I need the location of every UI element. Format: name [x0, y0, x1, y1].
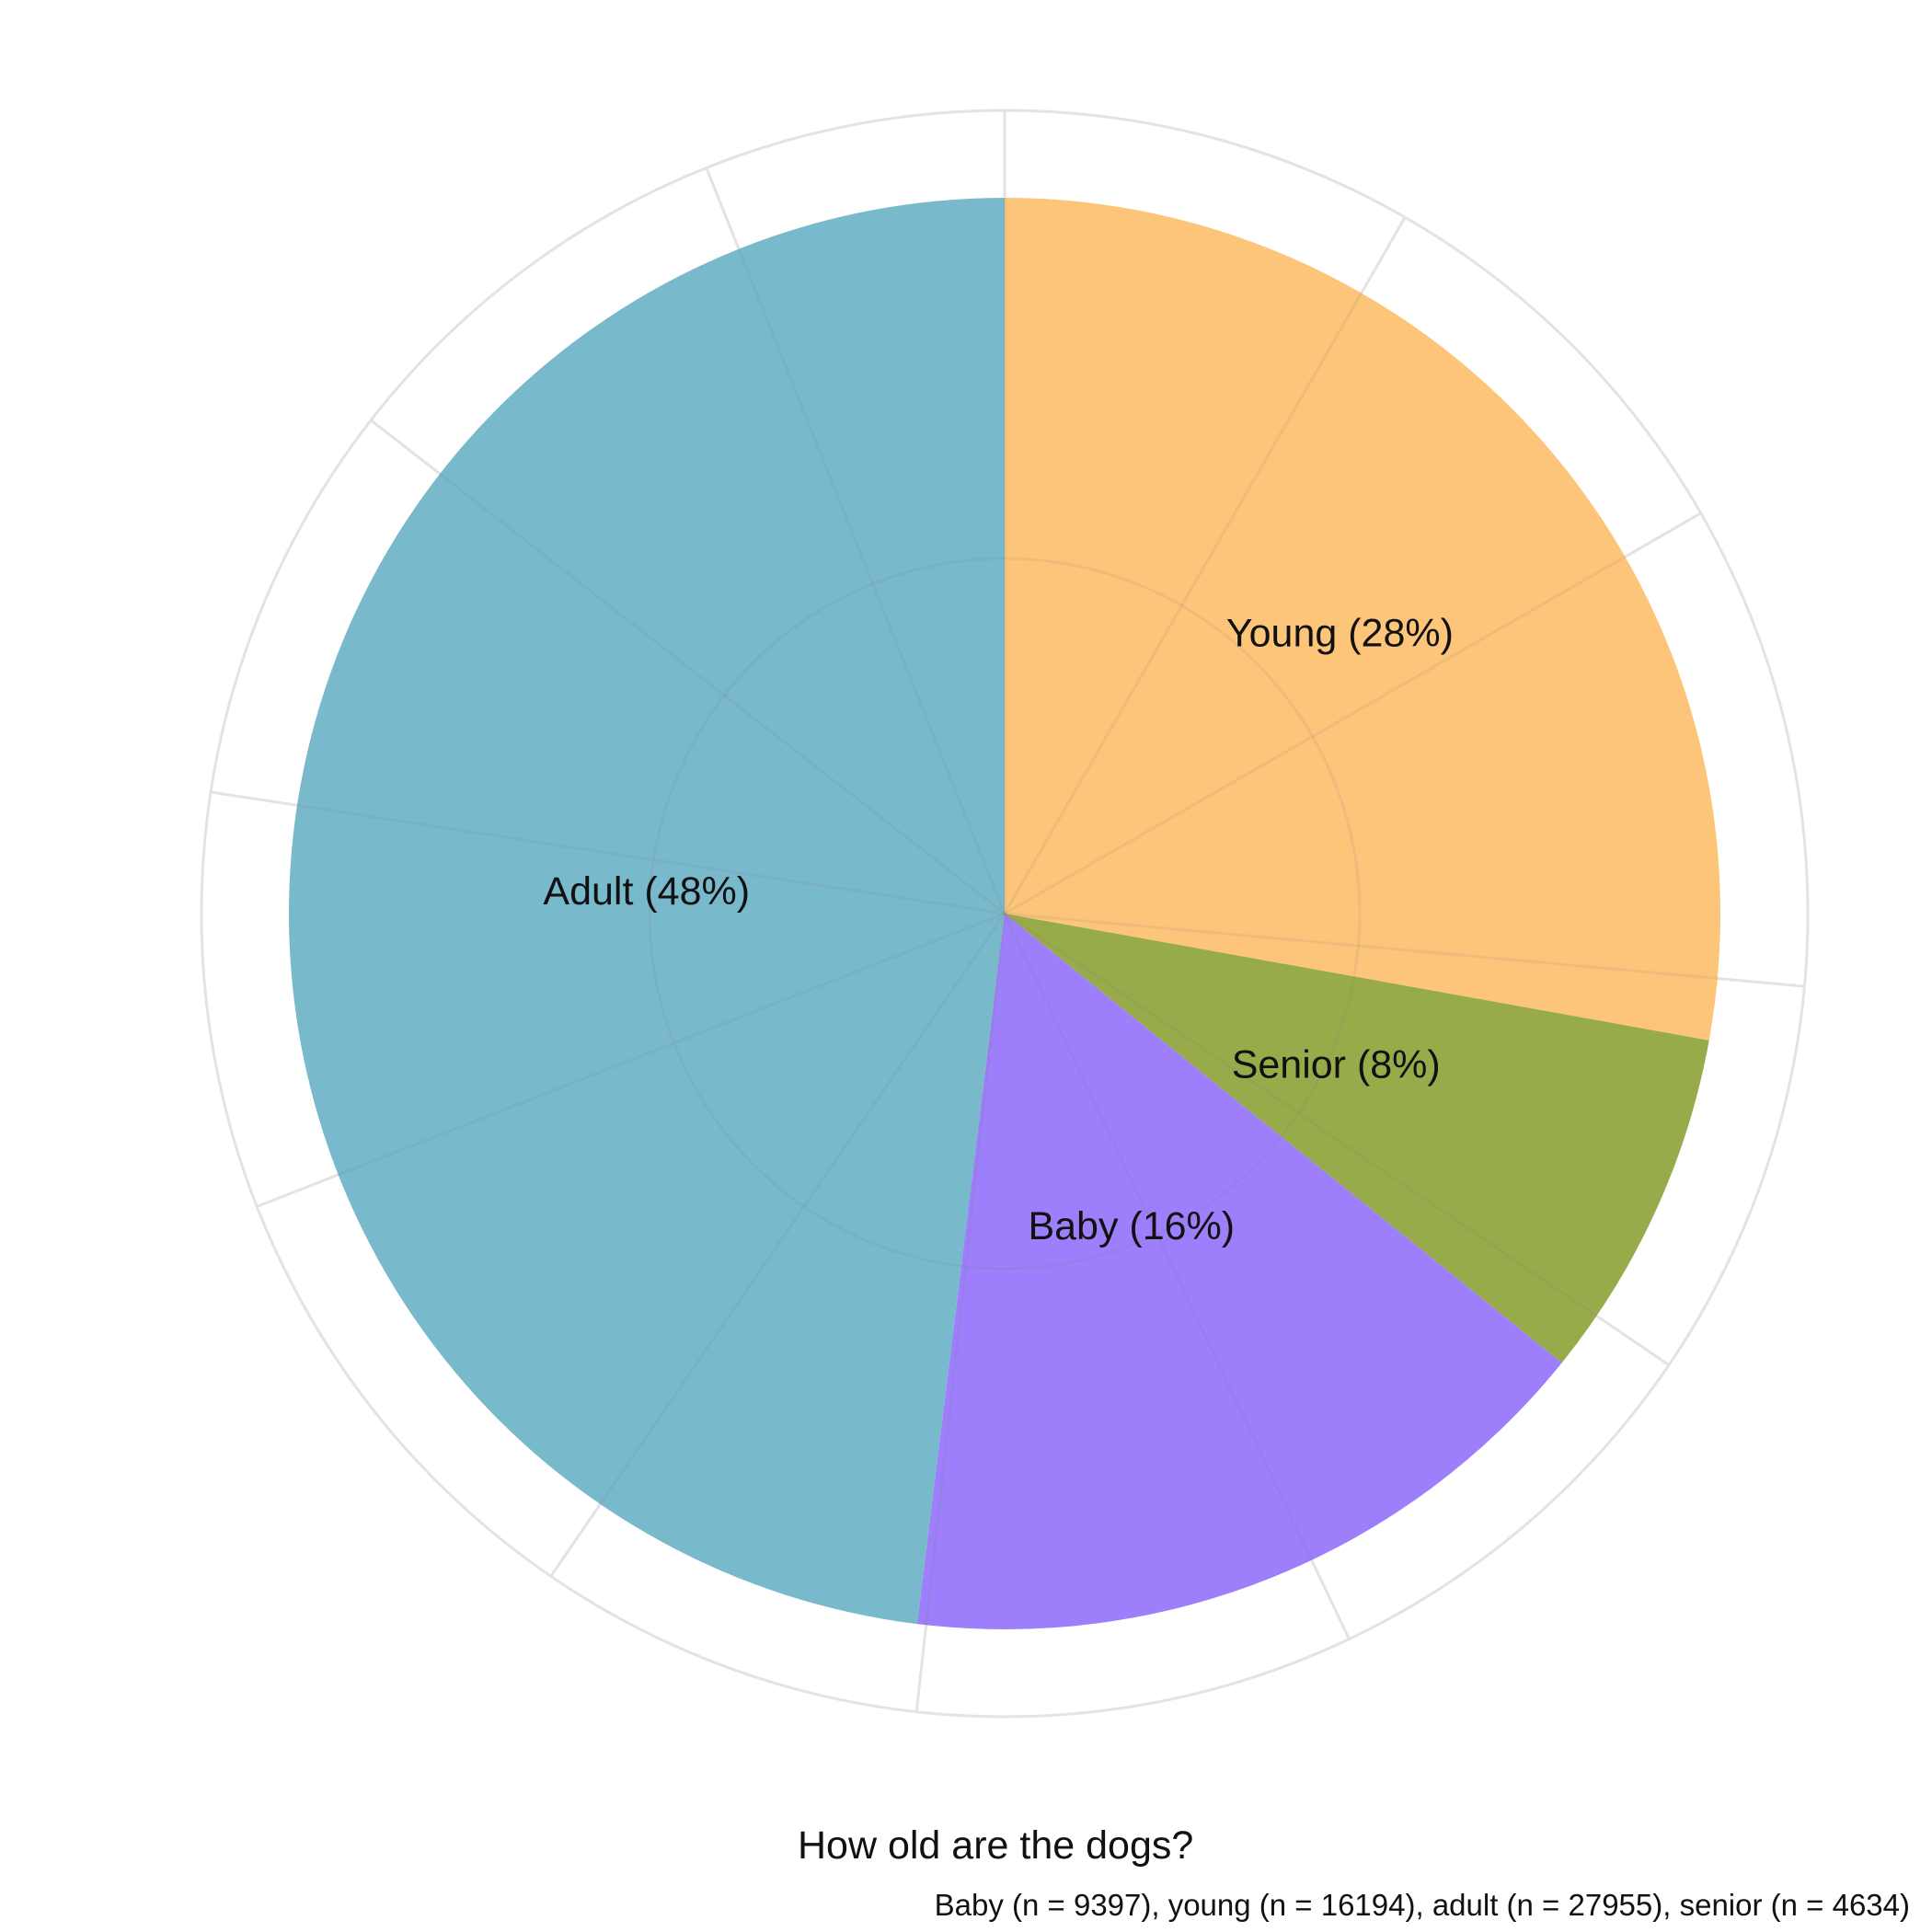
- slice-senior: [1005, 914, 1709, 1363]
- grid-spoke-overlay: [1004, 555, 1627, 915]
- pie-slices: [288, 198, 1720, 1629]
- grid-spoke-overlay: [1004, 912, 1598, 1317]
- grid-circle-inner: [648, 557, 1362, 1271]
- label-baby: Baby (16%): [1028, 1204, 1235, 1248]
- grid-spoke-overlay: [599, 913, 1006, 1505]
- grid-spoke-overlay: [1003, 292, 1363, 914]
- grid-spoke-overlay: [1004, 912, 1718, 981]
- chart-title: How old are the dogs?: [798, 1823, 1194, 1868]
- grid-spoke-overlay: [296, 803, 1006, 915]
- grid-spoke-overlay: [1003, 913, 1314, 1561]
- polar-grid-overlay: [296, 198, 1718, 1626]
- label-adult: Adult (48%): [543, 869, 750, 914]
- label-young: Young (28%): [1226, 611, 1454, 655]
- grid-spoke-overlay: [439, 472, 1006, 915]
- label-senior: Senior (8%): [1232, 1042, 1441, 1087]
- grid-spoke-overlay: [925, 913, 1006, 1626]
- grid-spoke-overlay: [737, 248, 1006, 914]
- slice-labels: Young (28%) Senior (8%) Baby (16%) Adult (4…: [543, 611, 1454, 1248]
- slice-adult: [288, 198, 1005, 1625]
- chart-caption: Baby (n = 9397), young (n = 16194), adul…: [934, 1888, 1910, 1922]
- slice-young: [1005, 198, 1720, 1041]
- slice-baby: [916, 914, 1562, 1629]
- grid-spoke-overlay: [338, 912, 1006, 1177]
